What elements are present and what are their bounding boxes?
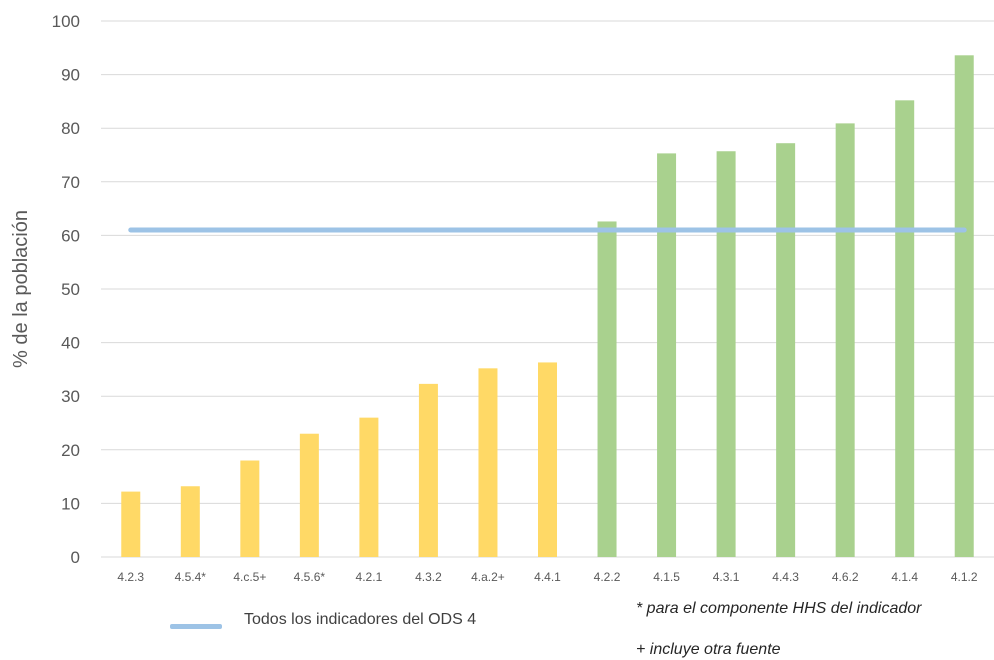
footnote-asterisk: * para el componente HHS del indicador	[636, 600, 922, 617]
x-tick-label: 4.4.1	[534, 570, 561, 584]
x-tick-label: 4.a.2+	[471, 570, 505, 584]
x-tick-label: 4.1.5	[653, 570, 680, 584]
bar	[359, 417, 379, 557]
bar-chart: 0 10 20 30 40 50 60 70 80 90 100 4.2.3 4.5.4* 4.c.5+…	[10, 12, 994, 584]
x-axis-ticks: 4.2.3 4.5.4* 4.c.5+ 4.5.6* 4.2.1 4.3.2 4.a.2+ 4…	[117, 570, 977, 584]
bar	[835, 123, 855, 557]
x-tick-label: 4.2.3	[117, 570, 144, 584]
x-tick-label: 4.3.2	[415, 570, 442, 584]
y-tick-label: 30	[61, 387, 80, 406]
bar	[895, 100, 915, 557]
bar	[597, 221, 617, 558]
bar	[716, 151, 736, 558]
x-tick-label: 4.5.6*	[294, 570, 326, 584]
y-tick-label: 40	[61, 334, 80, 353]
y-axis-label: % de la población	[10, 210, 32, 368]
y-axis-ticks: 0 10 20 30 40 50 60 70 80 90 100	[52, 12, 80, 567]
x-tick-label: 4.2.2	[594, 570, 621, 584]
bar	[180, 486, 200, 557]
bars	[121, 55, 974, 558]
bar	[954, 55, 974, 557]
y-tick-label: 80	[61, 119, 80, 138]
x-tick-label: 4.c.5+	[233, 570, 266, 584]
x-tick-label: 4.1.2	[951, 570, 978, 584]
bar	[538, 362, 557, 557]
y-tick-label: 10	[61, 494, 80, 513]
bar	[418, 383, 438, 557]
x-tick-label: 4.1.4	[891, 570, 918, 584]
x-tick-label: 4.2.1	[356, 570, 383, 584]
y-tick-label: 100	[52, 12, 80, 31]
x-tick-label: 4.4.3	[772, 570, 799, 584]
legend-line-swatch	[170, 624, 222, 629]
legend-label: Todos los indicadores del ODS 4	[244, 611, 477, 628]
y-tick-label: 90	[61, 66, 80, 85]
bar	[657, 153, 677, 557]
y-tick-label: 50	[61, 280, 80, 299]
bar	[776, 143, 796, 557]
y-tick-label: 20	[61, 441, 80, 460]
y-tick-label: 70	[61, 173, 80, 192]
x-tick-label: 4.5.4*	[175, 570, 207, 584]
y-tick-label: 0	[71, 548, 80, 567]
footnote-plus: + incluye otra fuente	[636, 641, 781, 658]
x-tick-label: 4.3.1	[713, 570, 740, 584]
bar	[121, 491, 141, 557]
bar	[299, 433, 319, 557]
bar	[478, 368, 498, 557]
bar	[240, 460, 260, 557]
y-tick-label: 60	[61, 226, 80, 245]
x-tick-label: 4.6.2	[832, 570, 859, 584]
